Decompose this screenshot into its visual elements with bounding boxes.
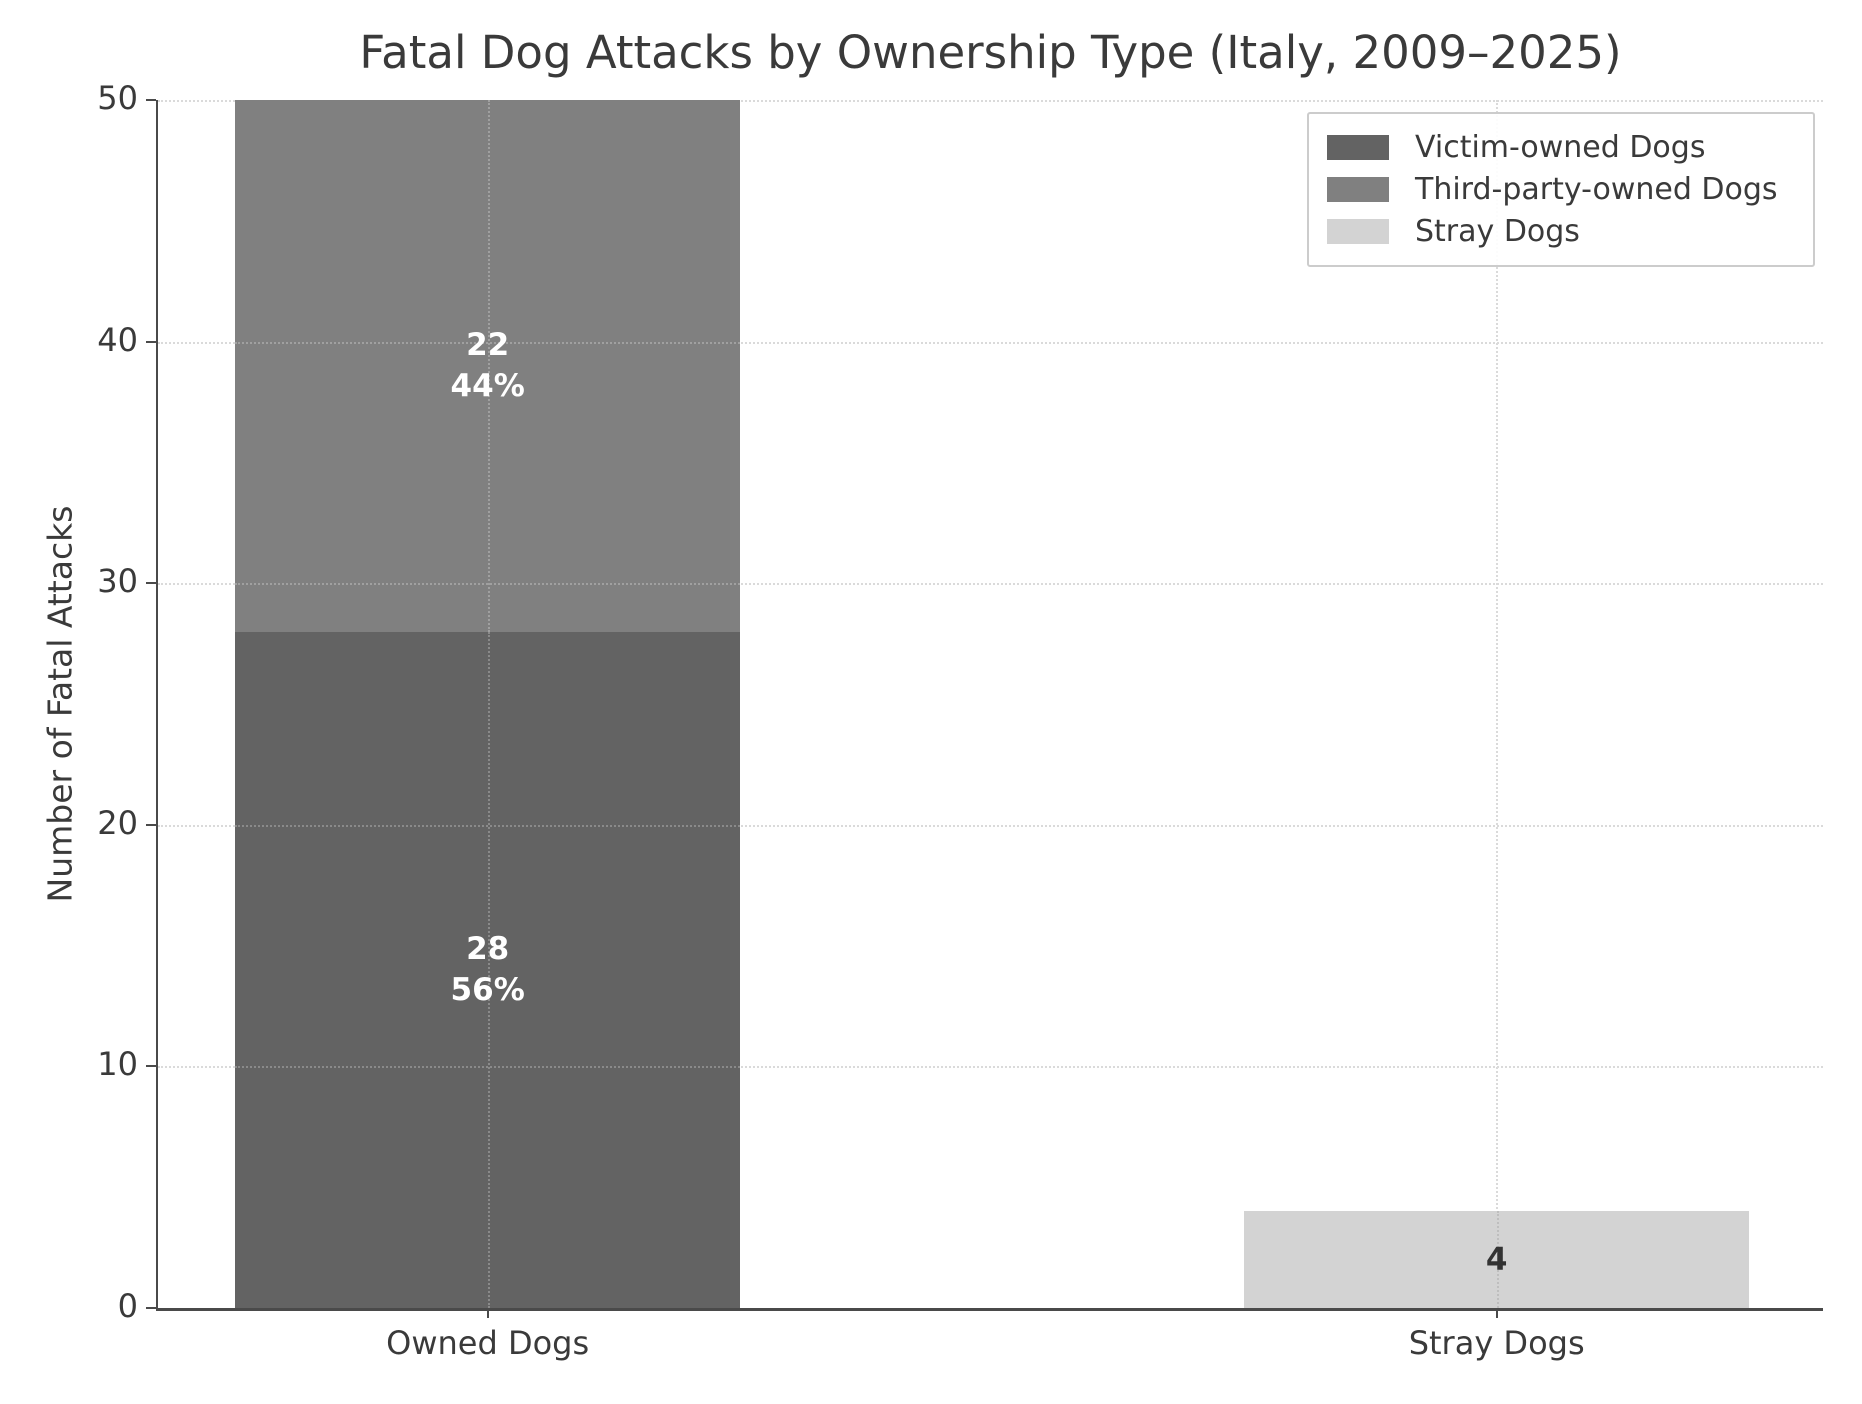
x-axis-line	[156, 1308, 1823, 1311]
y-tick-mark	[146, 823, 156, 826]
gridline-h	[235, 583, 740, 586]
bar-segment-third-party-owned-dogs	[235, 100, 740, 632]
gridline-h	[158, 341, 1823, 344]
y-tick-mark	[146, 1065, 156, 1068]
gridline-h	[235, 1066, 740, 1069]
legend-swatch-victim-owned-icon	[1327, 134, 1389, 160]
gridline-v	[1496, 1211, 1499, 1308]
gridline-v	[1495, 100, 1498, 1308]
legend-label: Victim-owned Dogs	[1415, 129, 1706, 165]
y-tick-mark	[146, 99, 156, 101]
bar-value-label-line: 56%	[450, 971, 525, 1008]
bar-value-label-line: 22	[466, 326, 510, 363]
legend-item: Victim-owned Dogs	[1327, 130, 1795, 165]
x-tick-mark	[1495, 1308, 1498, 1318]
y-tick-label: 10	[97, 1045, 138, 1084]
y-tick-label: 0	[117, 1287, 138, 1325]
bar-value-label: 22 44%	[451, 325, 525, 407]
gridline-v	[487, 100, 490, 632]
legend-item: Third-party-owned Dogs	[1327, 172, 1795, 207]
legend-label: Stray Dogs	[1415, 214, 1580, 250]
y-tick-label: 40	[97, 320, 138, 359]
legend-swatch-third-party-owned-icon	[1327, 176, 1389, 202]
y-tick-mark	[146, 582, 156, 585]
gridline-h	[235, 341, 740, 344]
y-tick-label: 30	[97, 562, 138, 601]
gridline-h	[158, 1066, 1823, 1069]
bar-value-label-line: 44%	[450, 367, 525, 404]
x-tick-mark	[486, 1308, 489, 1318]
y-tick-label: 20	[97, 803, 138, 842]
bar-segment-victim-owned-dogs	[235, 631, 740, 1308]
chart-title: Fatal Dog Attacks by Ownership Type (Ita…	[359, 26, 1622, 79]
gridline-h	[158, 824, 1823, 827]
y-axis-line	[156, 100, 158, 1308]
y-tick-label: 50	[97, 79, 138, 117]
legend: Victim-owned Dogs Third-party-owned Dogs…	[1307, 112, 1815, 267]
gridline-h	[158, 100, 1823, 102]
gridline-h	[158, 583, 1823, 586]
y-tick-mark	[146, 1307, 156, 1309]
legend-swatch-stray-icon	[1327, 219, 1389, 245]
gridline-h	[235, 824, 740, 827]
bar-value-label-line: 4	[1485, 1241, 1508, 1278]
legend-label: Third-party-owned Dogs	[1415, 171, 1778, 207]
x-tick-label: Stray Dogs	[1408, 1324, 1585, 1362]
x-tick-label: Owned Dogs	[386, 1324, 590, 1362]
gridline-v	[487, 631, 490, 1308]
legend-item: Stray Dogs	[1327, 214, 1795, 249]
bar-segment-stray-dogs	[1244, 1211, 1749, 1308]
bar-value-label: 28 56%	[451, 929, 525, 1011]
bar-value-label-line: 28	[466, 930, 510, 967]
y-tick-mark	[146, 340, 156, 343]
plot-area: 28 56% 22 44% 4 0 10 20 30 40 50 Owned Dogs Stray D…	[97, 79, 1823, 1362]
bar-value-label: 4	[1486, 1239, 1508, 1280]
